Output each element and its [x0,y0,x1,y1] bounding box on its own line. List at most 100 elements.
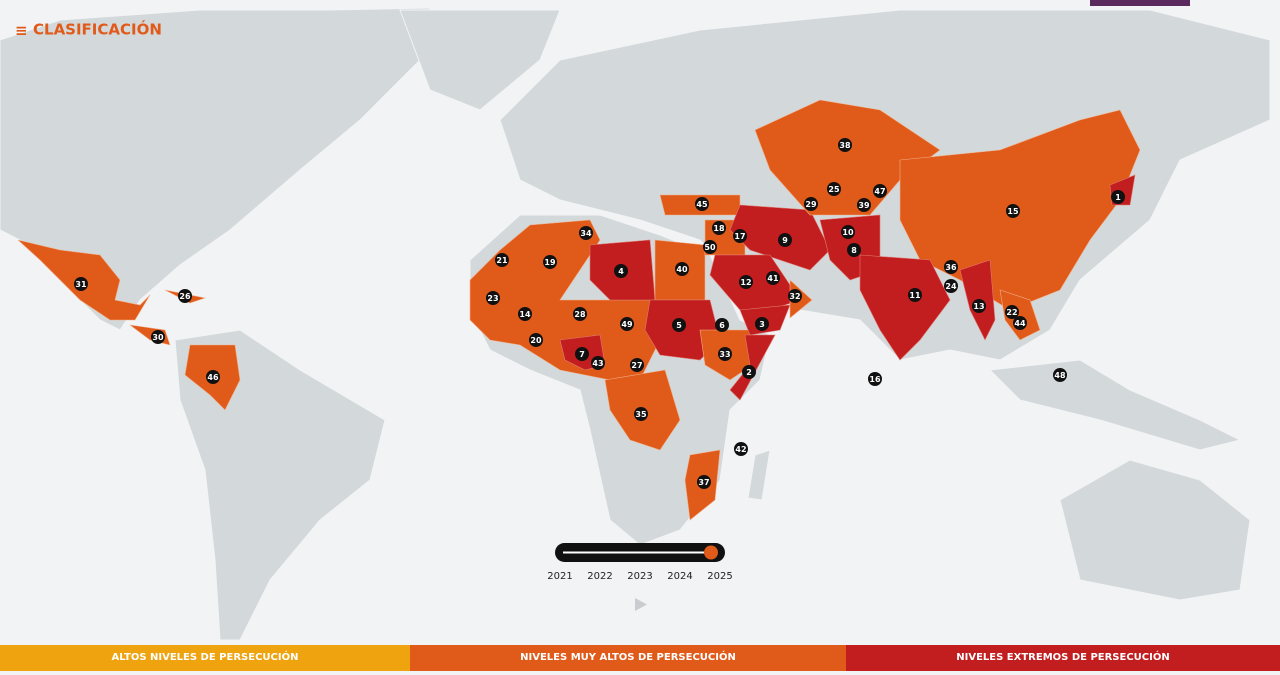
rank-marker[interactable]: 22 [1005,305,1019,319]
marker-label[interactable]: 7 [579,350,585,359]
rank-marker[interactable]: 41 [766,271,780,285]
marker-label[interactable]: 2 [746,368,752,377]
marker-dot[interactable] [944,279,958,293]
marker-label[interactable]: 43 [592,359,603,368]
marker-dot[interactable] [529,333,543,347]
marker-label[interactable]: 20 [530,336,542,345]
marker-label[interactable]: 28 [574,310,586,319]
marker-label[interactable]: 33 [719,350,730,359]
marker-label[interactable]: 15 [1007,207,1019,216]
rank-marker[interactable]: 6 [715,318,729,332]
rank-marker[interactable]: 2 [742,365,756,379]
marker-label[interactable]: 22 [1006,308,1017,317]
marker-label[interactable]: 40 [676,265,688,274]
marker-dot[interactable] [630,358,644,372]
marker-label[interactable]: 3 [759,320,765,329]
marker-label[interactable]: 5 [676,321,682,330]
marker-dot[interactable] [151,330,165,344]
marker-dot[interactable] [672,318,686,332]
marker-label[interactable]: 30 [152,333,164,342]
marker-label[interactable]: 4 [618,267,624,276]
marker-dot[interactable] [788,289,802,303]
marker-dot[interactable] [827,182,841,196]
rank-marker[interactable]: 20 [529,333,543,347]
marker-label[interactable]: 25 [828,185,840,194]
marker-label[interactable]: 38 [839,141,851,150]
marker-dot[interactable] [543,255,557,269]
marker-dot[interactable] [1013,316,1027,330]
marker-dot[interactable] [614,264,628,278]
marker-dot[interactable] [695,197,709,211]
marker-dot[interactable] [804,197,818,211]
marker-label[interactable]: 34 [580,229,592,238]
rank-marker[interactable]: 43 [591,356,605,370]
marker-dot[interactable] [703,240,717,254]
marker-label[interactable]: 24 [945,282,957,291]
year-label[interactable]: 2021 [547,571,572,582]
marker-dot[interactable] [715,318,729,332]
rank-marker[interactable]: 4 [614,264,628,278]
marker-dot[interactable] [591,356,605,370]
marker-label[interactable]: 17 [734,232,745,241]
rank-marker[interactable]: 50 [703,240,717,254]
marker-label[interactable]: 31 [75,280,87,289]
marker-dot[interactable] [518,307,532,321]
rank-marker[interactable]: 44 [1013,316,1027,330]
marker-label[interactable]: 11 [909,291,921,300]
marker-label[interactable]: 45 [696,200,708,209]
rank-marker[interactable]: 37 [697,475,711,489]
marker-label[interactable]: 32 [789,292,800,301]
rank-marker[interactable]: 49 [620,317,634,331]
rank-marker[interactable]: 17 [733,229,747,243]
rank-marker[interactable]: 13 [972,299,986,313]
slider-knob[interactable] [704,545,718,560]
marker-label[interactable]: 42 [735,445,746,454]
marker-label[interactable]: 39 [858,201,870,210]
marker-dot[interactable] [579,226,593,240]
rank-marker[interactable]: 35 [634,407,648,421]
rank-marker[interactable]: 18 [712,221,726,235]
rank-marker[interactable]: 9 [778,233,792,247]
rank-marker[interactable]: 23 [486,291,500,305]
rank-marker[interactable]: 27 [630,358,644,372]
rank-marker[interactable]: 15 [1006,204,1020,218]
marker-label[interactable]: 48 [1054,371,1066,380]
marker-dot[interactable] [712,221,726,235]
year-label[interactable]: 2024 [667,571,692,582]
rank-marker[interactable]: 32 [788,289,802,303]
marker-label[interactable]: 46 [207,373,219,382]
marker-label[interactable]: 49 [621,320,633,329]
rank-marker[interactable]: 48 [1053,368,1067,382]
rank-marker[interactable]: 38 [838,138,852,152]
marker-dot[interactable] [972,299,986,313]
rank-marker[interactable]: 5 [672,318,686,332]
marker-dot[interactable] [739,275,753,289]
marker-dot[interactable] [620,317,634,331]
rank-marker[interactable]: 16 [868,372,882,386]
marker-dot[interactable] [718,347,732,361]
year-label[interactable]: 2025 [707,571,732,582]
marker-label[interactable]: 27 [631,361,642,370]
rank-marker[interactable]: 25 [827,182,841,196]
marker-dot[interactable] [734,442,748,456]
marker-label[interactable]: 26 [179,292,191,301]
marker-dot[interactable] [868,372,882,386]
marker-dot[interactable] [766,271,780,285]
marker-label[interactable]: 41 [767,274,779,283]
marker-dot[interactable] [575,347,589,361]
rank-marker[interactable]: 8 [847,243,861,257]
marker-dot[interactable] [841,225,855,239]
marker-dot[interactable] [1005,305,1019,319]
rank-marker[interactable]: 24 [944,279,958,293]
marker-label[interactable]: 9 [782,236,788,245]
header-title[interactable]: CLASIFICACIÓN [33,20,162,39]
marker-dot[interactable] [742,365,756,379]
marker-label[interactable]: 16 [869,375,881,384]
year-label[interactable]: 2023 [627,571,652,582]
marker-dot[interactable] [755,317,769,331]
rank-marker[interactable]: 31 [74,277,88,291]
rank-marker[interactable]: 3 [755,317,769,331]
rank-marker[interactable]: 21 [495,253,509,267]
rank-marker[interactable]: 10 [841,225,855,239]
marker-label[interactable]: 12 [740,278,751,287]
